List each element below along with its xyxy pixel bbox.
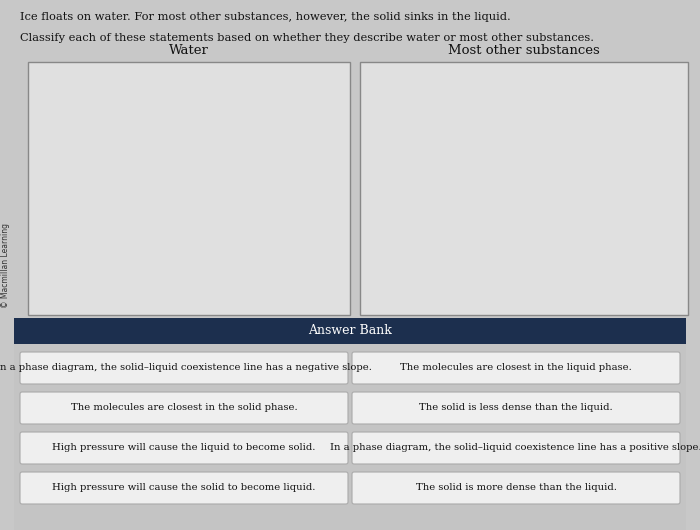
FancyBboxPatch shape [14,318,686,344]
Text: Classify each of these statements based on whether they describe water or most o: Classify each of these statements based … [20,33,594,43]
Text: Ice floats on water. For most other substances, however, the solid sinks in the : Ice floats on water. For most other subs… [20,12,511,22]
Text: The molecules are closest in the solid phase.: The molecules are closest in the solid p… [71,403,297,412]
FancyBboxPatch shape [352,352,680,384]
FancyBboxPatch shape [20,392,348,424]
Text: The solid is more dense than the liquid.: The solid is more dense than the liquid. [416,483,617,492]
Text: High pressure will cause the solid to become liquid.: High pressure will cause the solid to be… [52,483,316,492]
FancyBboxPatch shape [20,432,348,464]
FancyBboxPatch shape [360,62,688,315]
Text: © Macmillan Learning: © Macmillan Learning [1,223,10,307]
FancyBboxPatch shape [20,352,348,384]
Text: Answer Bank: Answer Bank [308,324,392,338]
Text: The solid is less dense than the liquid.: The solid is less dense than the liquid. [419,403,612,412]
Text: In a phase diagram, the solid–liquid coexistence line has a positive slope.: In a phase diagram, the solid–liquid coe… [330,444,700,453]
Text: The molecules are closest in the liquid phase.: The molecules are closest in the liquid … [400,364,632,373]
FancyBboxPatch shape [352,432,680,464]
FancyBboxPatch shape [28,62,350,315]
Text: High pressure will cause the liquid to become solid.: High pressure will cause the liquid to b… [52,444,316,453]
Text: In a phase diagram, the solid–liquid coexistence line has a negative slope.: In a phase diagram, the solid–liquid coe… [0,364,372,373]
Text: Water: Water [169,44,209,57]
FancyBboxPatch shape [352,472,680,504]
FancyBboxPatch shape [20,472,348,504]
Text: Most other substances: Most other substances [448,44,600,57]
FancyBboxPatch shape [352,392,680,424]
FancyBboxPatch shape [14,344,686,530]
